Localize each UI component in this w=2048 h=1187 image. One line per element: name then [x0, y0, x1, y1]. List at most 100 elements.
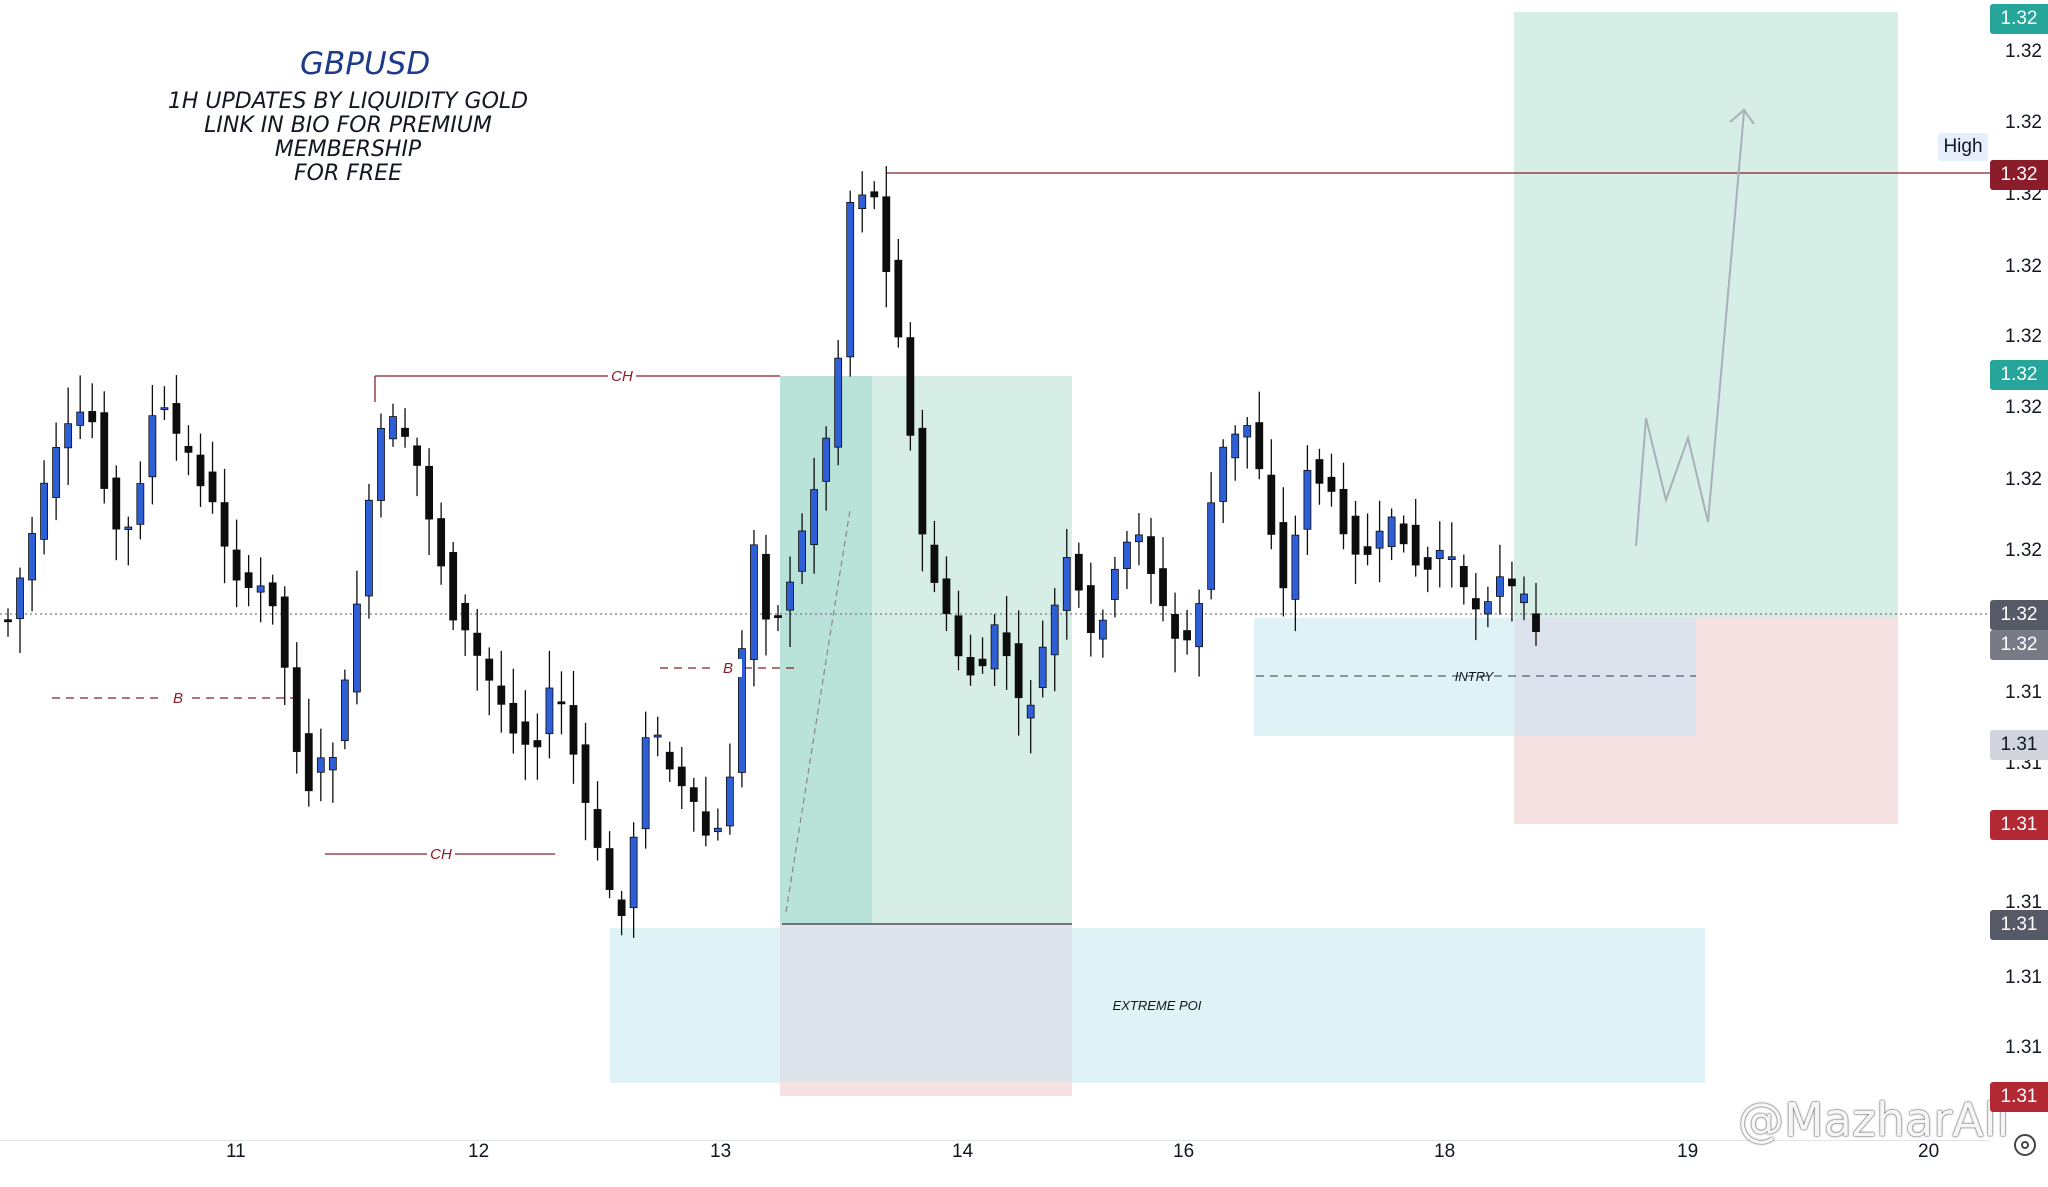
candle [1339, 462, 1348, 550]
b-label-mid-bg [714, 659, 742, 677]
candle-body [1483, 601, 1492, 615]
candle-body [1062, 557, 1071, 611]
candle-body [557, 701, 566, 705]
candle [954, 590, 963, 671]
ch-label-bottom-bg [427, 845, 455, 863]
candle [1219, 439, 1228, 523]
candle-body [497, 685, 506, 705]
candle [28, 516, 36, 612]
candle [1447, 522, 1456, 588]
sl-zone-left [780, 1082, 1072, 1096]
candle [822, 426, 831, 511]
candle-body [1315, 459, 1324, 484]
candle-body [1447, 556, 1456, 561]
candle-body [340, 679, 349, 741]
price-tick-label: 1.31 [2005, 892, 2042, 913]
candle [497, 650, 506, 733]
candle-body [184, 445, 193, 453]
extreme-poi-label: EXTREME POI [1113, 998, 1202, 1013]
candle [665, 741, 674, 782]
candle [1123, 531, 1131, 589]
candle [244, 555, 253, 607]
dashed-trend [785, 509, 851, 913]
candle [689, 777, 698, 832]
candle-body [786, 581, 794, 611]
candle [136, 461, 145, 540]
time-tick-label: 14 [952, 1141, 974, 1162]
b-label-left-bg [164, 689, 192, 707]
candle [40, 460, 48, 555]
candle-body [1038, 646, 1047, 689]
time-axis[interactable]: 11 12 13 14 16 18 19 20 [0, 1140, 1990, 1187]
price-tag: 1.31 [1990, 910, 2048, 940]
candle-body [232, 549, 241, 581]
candle [1520, 576, 1528, 621]
price-tick-label: 1.31 [2005, 1037, 2042, 1058]
candle-body [4, 619, 12, 623]
candle-body [641, 737, 650, 830]
candle [76, 375, 85, 440]
candle-body [1147, 536, 1155, 574]
candle [16, 567, 24, 654]
candle [846, 190, 855, 377]
candle [557, 671, 566, 735]
candle [1471, 573, 1480, 641]
candle-body [268, 582, 277, 607]
candle [1435, 521, 1444, 588]
subtitle-line-1: 1H UPDATES BY LIQUIDITY GOLD [167, 89, 529, 114]
candle [100, 391, 109, 504]
candle [1183, 609, 1191, 655]
candle [738, 630, 746, 788]
candle [1423, 546, 1432, 593]
subtitle-line-2: LINK IN BIO FOR PREMIUM MEMBERSHIP [204, 113, 492, 162]
candle-body [377, 427, 385, 501]
candle [617, 890, 626, 936]
candle [1098, 609, 1107, 658]
candle-body [798, 530, 806, 572]
chart-subtitle: 1H UPDATES BY LIQUIDITY GOLD LINK IN BIO… [148, 90, 548, 186]
candle [401, 408, 409, 448]
candle [1026, 680, 1035, 754]
candle-body [762, 553, 770, 620]
candle [593, 781, 602, 861]
chart-title: GBPUSD [300, 46, 431, 82]
candle-body [545, 687, 554, 735]
candle [713, 808, 722, 841]
watermark: @MazharAli [1738, 1093, 2010, 1147]
candle-body [1351, 515, 1360, 555]
candle-body [304, 733, 313, 792]
candle [701, 776, 710, 847]
candle-body [1255, 422, 1264, 470]
candle-body [16, 577, 24, 620]
candle-body [1496, 576, 1504, 597]
candle-body [750, 544, 758, 660]
candle [304, 698, 313, 807]
candle-body [1123, 541, 1131, 569]
price-tag: 1.31 [1990, 810, 2048, 840]
candle-body [1243, 425, 1252, 438]
candle [377, 413, 385, 518]
candle [389, 403, 397, 447]
candle-body [569, 705, 578, 755]
candle-body [1327, 476, 1336, 492]
candle-body [172, 403, 181, 434]
candle [786, 556, 794, 648]
b-label-mid: B [723, 660, 733, 677]
candle-body [930, 544, 939, 583]
candle-body [401, 427, 409, 437]
candle-body [1074, 553, 1083, 591]
price-chart[interactable]: CH CH B B INTRY EXTREME POI [0, 0, 1990, 1140]
candle-body [1375, 530, 1384, 549]
candle-body [328, 757, 337, 771]
candle-body [1135, 534, 1143, 543]
price-tag: 1.31 [1990, 1082, 2048, 1112]
candle-body [256, 585, 265, 593]
candle [509, 668, 518, 754]
candle [425, 448, 434, 556]
price-tag: 1.32 [1990, 4, 2048, 34]
candle [1411, 498, 1420, 577]
settings-gear-icon[interactable] [2014, 1134, 2036, 1156]
candle [220, 468, 229, 584]
candle [858, 171, 867, 233]
candle-body [629, 836, 638, 909]
